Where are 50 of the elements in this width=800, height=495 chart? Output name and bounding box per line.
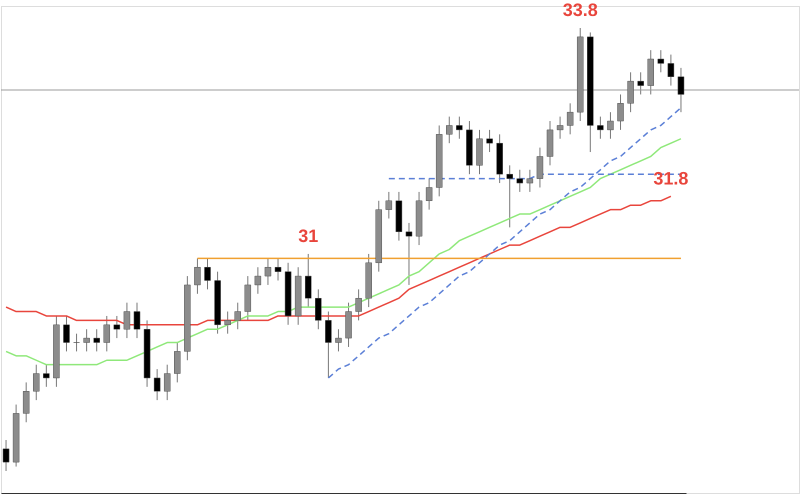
candlestick xyxy=(134,302,140,339)
candlestick xyxy=(556,116,564,140)
candlestick xyxy=(658,50,664,73)
candlestick xyxy=(607,112,614,140)
candlestick xyxy=(254,266,262,294)
candlestick xyxy=(104,315,110,352)
candlestick xyxy=(2,439,10,472)
candlestick xyxy=(315,288,322,330)
candlestick xyxy=(355,288,362,321)
candlestick xyxy=(597,116,604,140)
candlestick xyxy=(506,164,513,228)
candlestick xyxy=(617,94,624,130)
candlestick xyxy=(678,67,684,113)
candlestick xyxy=(114,315,120,339)
candlestick xyxy=(335,328,342,352)
candlestick xyxy=(124,302,130,339)
candlestick xyxy=(446,116,453,144)
candlestick xyxy=(32,364,40,401)
candlestick xyxy=(536,147,544,188)
candlestick xyxy=(406,222,412,286)
candlestick xyxy=(637,72,644,95)
candlestick xyxy=(456,116,463,140)
candlestick xyxy=(93,328,100,352)
candlestick xyxy=(73,333,80,352)
candlestick xyxy=(274,258,282,282)
candlestick xyxy=(174,342,181,383)
candlestick xyxy=(224,311,231,334)
candlestick xyxy=(83,328,90,352)
candlestick xyxy=(426,178,432,210)
candlestick xyxy=(566,102,574,135)
candlestick xyxy=(204,258,211,290)
annotation: 31.8 xyxy=(653,168,688,188)
candlestick xyxy=(526,169,534,192)
candlestick xyxy=(668,54,674,86)
candlestick xyxy=(194,258,201,294)
candlestick xyxy=(486,129,493,153)
annotation: 33.8 xyxy=(562,0,598,20)
candlestick xyxy=(63,315,70,352)
candlestick xyxy=(234,302,241,330)
annotation: 31 xyxy=(298,226,318,246)
candlestick xyxy=(516,169,524,192)
candlestick xyxy=(627,72,634,113)
candlestick xyxy=(22,382,30,423)
candlestick xyxy=(304,253,312,308)
candlestick xyxy=(386,191,392,219)
candlestick xyxy=(154,368,160,401)
candlestick xyxy=(325,311,332,378)
candlestick xyxy=(164,364,170,401)
candlestick xyxy=(264,258,272,286)
candlestick xyxy=(43,364,50,388)
